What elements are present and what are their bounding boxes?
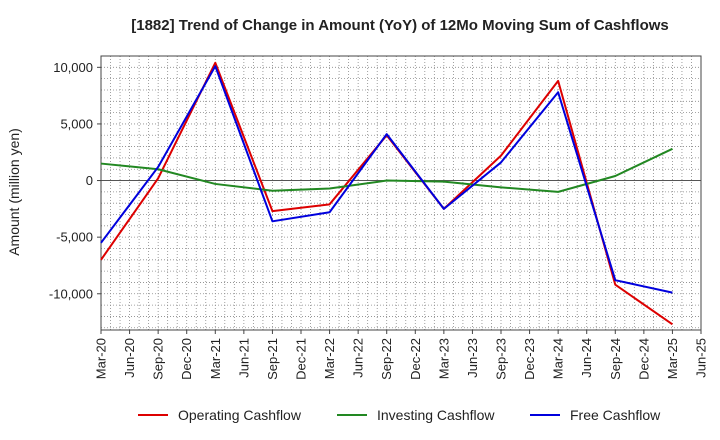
x-tick-label: Sep-21: [265, 338, 280, 380]
x-tick-label: Jun-24: [579, 338, 594, 378]
y-tick-label: -5,000: [56, 230, 93, 245]
legend-item: Operating Cashflow: [138, 407, 302, 423]
y-tick-label: 10,000: [53, 60, 93, 75]
y-tick-label: 5,000: [60, 116, 93, 131]
legend-item: Investing Cashflow: [337, 407, 495, 423]
chart-title: [1882] Trend of Change in Amount (YoY) o…: [131, 17, 669, 34]
x-tick-label: Dec-23: [522, 338, 537, 380]
legend-label: Investing Cashflow: [377, 407, 495, 423]
x-tick-label: Jun-21: [236, 338, 251, 378]
series-investing-cashflow: [100, 147, 673, 193]
legend: Operating Cashflow Investing Cashflow Free…: [138, 407, 661, 423]
x-tick-label: Dec-24: [636, 338, 651, 380]
x-tick-label: Sep-22: [379, 338, 394, 380]
x-ticks: Mar-20 Jun-20 Sep-20 Dec-20 Mar-21 Jun-21 Sep-…: [94, 330, 709, 380]
y-tick-label: -10,000: [49, 286, 93, 301]
x-tick-label: Jun-20: [122, 338, 137, 378]
x-tick-label: Jun-22: [351, 338, 366, 378]
x-tick-label: Mar-23: [436, 338, 451, 379]
series-free-cashflow: [100, 65, 673, 294]
y-axis-label: Amount (million yen): [6, 128, 22, 256]
x-tick-label: Jun-25: [694, 338, 709, 378]
series-layer: [100, 61, 673, 326]
x-tick-label: Mar-20: [94, 338, 109, 379]
grid: [101, 56, 701, 330]
x-tick-label: Dec-21: [294, 338, 309, 380]
legend-item: Free Cashflow: [530, 407, 661, 423]
plot-border: [100, 55, 702, 331]
legend-label: Operating Cashflow: [178, 407, 302, 423]
x-tick-label: Sep-23: [494, 338, 509, 380]
series-line: [100, 61, 673, 326]
x-tick-label: Mar-21: [208, 338, 223, 379]
x-tick-label: Jun-23: [465, 338, 480, 378]
x-tick-label: Sep-20: [151, 338, 166, 380]
y-ticks: 10,000 5,000 0 -5,000 -10,000: [49, 60, 101, 301]
x-tick-label: Mar-25: [665, 338, 680, 379]
x-tick-label: Dec-22: [408, 338, 423, 380]
plot-frame: [100, 55, 702, 331]
x-tick-label: Dec-20: [179, 338, 194, 380]
y-tick-label: 0: [86, 173, 93, 188]
x-tick-label: Mar-24: [551, 338, 566, 379]
x-tick-label: Mar-22: [322, 338, 337, 379]
x-tick-label: Sep-24: [608, 338, 623, 380]
legend-label: Free Cashflow: [570, 407, 661, 423]
